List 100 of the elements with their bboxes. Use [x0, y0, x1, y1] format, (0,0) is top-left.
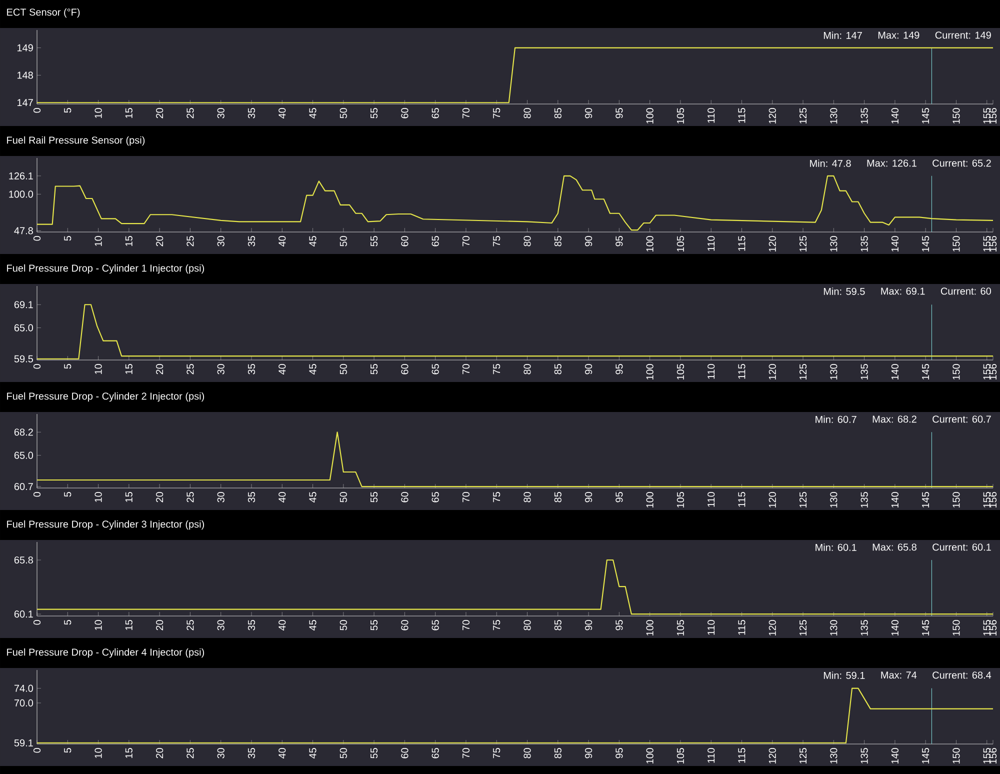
annotation: Min: 59.1 [824, 672, 865, 679]
x-tick-label: 120 [768, 748, 776, 764]
y-tick-label: 126.1 [9, 172, 33, 180]
x-tick-label: 140 [891, 236, 898, 252]
annotation: Current: 68.4 [932, 672, 992, 679]
x-tick-label: 125 [799, 492, 807, 508]
x-tick-label: 50 [340, 364, 347, 374]
annotation: Min: 47.8 [810, 160, 851, 167]
x-tick-label: 115 [738, 492, 746, 507]
y-tick-label: 65.8 [14, 556, 33, 564]
x-tick-label: 150 [952, 620, 960, 636]
x-tick-label: 90 [585, 108, 592, 118]
annotation: Current: 149 [935, 32, 991, 39]
x-tick-label: 145 [922, 236, 930, 252]
x-tick-label: 115 [738, 108, 746, 123]
x-tick-label: 65 [432, 236, 439, 246]
x-tick-label: 130 [830, 108, 838, 124]
x-tick-label: 150 [952, 748, 960, 764]
x-tick-label: 50 [340, 620, 347, 630]
x-tick-label: 50 [340, 236, 347, 246]
x-tick-label: 130 [830, 620, 838, 636]
x-tick-label: 125 [799, 620, 807, 636]
x-tick-label: 140 [891, 108, 898, 124]
annotation: Min: 60.7 [816, 416, 856, 423]
x-tick-label: 35 [248, 748, 256, 758]
x-tick-label: 156 [989, 620, 997, 636]
x-tick-label: 75 [493, 236, 500, 246]
annotation: Min: 59.5 [824, 288, 865, 295]
x-tick-label: 60 [401, 620, 408, 630]
x-tick-label: 40 [278, 236, 286, 246]
x-tick-label: 30 [217, 108, 224, 118]
x-tick-label: 150 [952, 364, 960, 380]
x-tick-label: 105 [676, 108, 684, 124]
y-tick-label: 59.5 [14, 355, 33, 362]
x-tick-label: 90 [585, 364, 592, 374]
x-tick-label: 5 [64, 236, 72, 241]
x-tick-label: 135 [860, 236, 868, 252]
x-tick-label: 60 [401, 492, 408, 502]
x-tick-label: 100 [646, 492, 654, 508]
x-tick-label: 85 [554, 748, 562, 758]
x-tick-label: 145 [922, 492, 930, 508]
x-tick-label: 55 [370, 492, 378, 502]
x-tick-label: 100 [646, 364, 654, 380]
x-tick-label: 85 [554, 620, 562, 630]
x-tick-label: 45 [309, 108, 316, 118]
annotation: Max: 149 [878, 32, 920, 39]
x-tick-label: 156 [989, 364, 997, 380]
x-tick-label: 155 [983, 748, 990, 764]
x-tick-label: 150 [952, 236, 960, 252]
x-tick-label: 10 [94, 108, 102, 118]
x-tick-label: 140 [891, 492, 898, 508]
x-tick-label: 65 [432, 748, 439, 758]
x-tick-label: 145 [922, 108, 930, 124]
annotation: Max: 69.1 [881, 288, 925, 295]
chart-title: Fuel Pressure Drop - Cylinder 4 Injector (psi) [7, 648, 204, 658]
x-tick-label: 5 [64, 620, 72, 625]
chart-title: Fuel Pressure Drop - Cylinder 2 Injector (psi) [7, 392, 204, 402]
x-tick-label: 10 [94, 236, 102, 246]
x-tick-label: 75 [493, 492, 500, 502]
x-tick-label: 25 [186, 492, 194, 502]
x-tick-label: 85 [554, 236, 562, 246]
x-tick-label: 0 [33, 748, 41, 753]
x-tick-label: 35 [248, 108, 256, 118]
x-tick-label: 110 [708, 236, 715, 251]
y-tick-label: 47.8 [14, 227, 33, 234]
x-tick-label: 30 [217, 364, 224, 374]
x-tick-label: 90 [585, 620, 592, 630]
x-tick-label: 5 [64, 364, 72, 369]
x-tick-label: 110 [708, 492, 715, 507]
x-tick-label: 40 [278, 620, 286, 630]
x-tick-label: 145 [922, 620, 930, 636]
x-tick-label: 155 [983, 620, 990, 636]
x-tick-label: 45 [309, 236, 316, 246]
chart-title: Fuel Rail Pressure Sensor (psi) [7, 136, 145, 146]
x-tick-label: 30 [217, 748, 224, 758]
x-tick-label: 120 [768, 492, 776, 508]
x-tick-label: 105 [676, 364, 684, 380]
x-tick-label: 70 [462, 364, 470, 374]
x-tick-label: 5 [64, 492, 72, 497]
y-tick-label: 100.0 [9, 190, 34, 198]
x-tick-label: 45 [309, 748, 316, 758]
x-tick-label: 15 [125, 748, 132, 758]
x-tick-label: 125 [799, 364, 807, 380]
x-tick-label: 80 [524, 364, 531, 374]
x-tick-label: 0 [33, 236, 41, 241]
x-tick-label: 35 [248, 236, 256, 246]
x-tick-label: 110 [708, 364, 715, 379]
y-tick-label: 147 [17, 99, 33, 106]
x-tick-label: 0 [33, 364, 41, 369]
x-tick-label: 140 [891, 620, 898, 636]
x-tick-label: 155 [983, 492, 990, 508]
x-tick-label: 20 [156, 748, 164, 758]
x-tick-label: 60 [401, 748, 408, 758]
x-tick-label: 105 [676, 236, 684, 252]
x-tick-label: 80 [524, 108, 531, 118]
x-tick-label: 45 [309, 492, 316, 502]
y-tick-label: 65.0 [14, 452, 34, 459]
x-tick-label: 65 [432, 620, 439, 630]
x-tick-label: 20 [156, 236, 164, 246]
x-tick-label: 80 [524, 492, 531, 502]
